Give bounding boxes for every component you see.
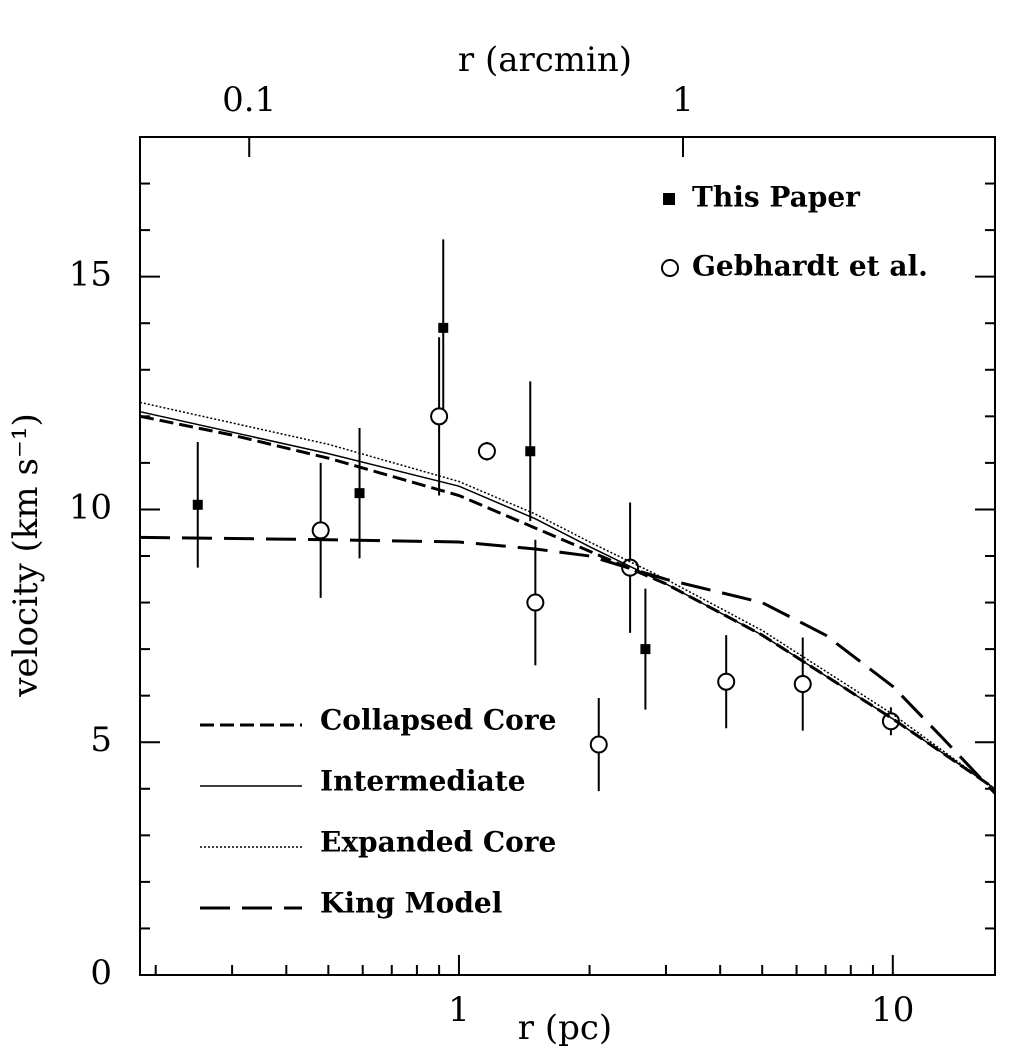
x-axis-label: r (pc) (518, 1008, 612, 1048)
legend-label: Expanded Core (320, 826, 556, 859)
legend-label: King Model (320, 887, 502, 920)
legend-label: Intermediate (320, 765, 526, 798)
point-circle (793, 675, 812, 694)
point-square (192, 499, 203, 510)
legend-label: Gebhardt et al. (692, 250, 928, 283)
x-tick-label: 1 (448, 990, 470, 1030)
y-axis-label: velocity (km s⁻¹) (6, 413, 46, 697)
model-curve (139, 401, 996, 790)
x2-axis-label: r (arcmin) (458, 40, 632, 80)
x2-tick-label: 1 (672, 80, 694, 120)
point-circle (526, 593, 545, 612)
legend-marker (661, 259, 679, 277)
point-circle (477, 442, 496, 461)
model-curve (139, 535, 997, 795)
point-square (438, 322, 449, 333)
legend-label: This Paper (692, 181, 861, 214)
point-square (354, 488, 365, 499)
point-circle (589, 735, 608, 754)
x2-tick-label: 0.1 (222, 80, 276, 120)
y-tick-label: 0 (90, 953, 112, 993)
point-square (525, 446, 536, 457)
point-circle (717, 672, 736, 691)
y-tick-label: 5 (90, 720, 112, 760)
point-square (640, 644, 651, 655)
model-curve (139, 414, 996, 791)
legend-marker (663, 193, 675, 205)
y-tick-label: 15 (69, 255, 112, 295)
x-tick-label: 10 (871, 990, 914, 1030)
point-circle (311, 521, 330, 540)
model-curve (139, 410, 996, 790)
point-circle (430, 407, 449, 426)
y-tick-label: 10 (69, 487, 112, 527)
legend-label: Collapsed Core (320, 704, 556, 737)
